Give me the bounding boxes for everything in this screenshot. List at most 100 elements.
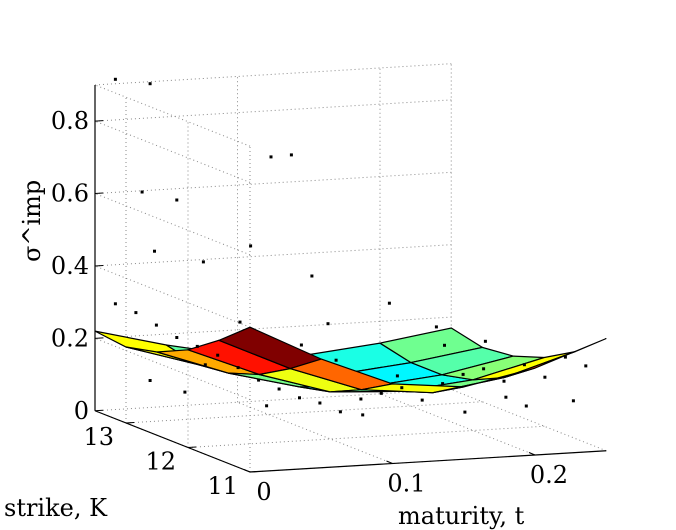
z-tick-label: 0 [74, 397, 89, 425]
x-tick-mark [386, 460, 393, 464]
data-point [326, 322, 330, 326]
data-point [249, 244, 253, 248]
data-point [113, 302, 117, 306]
data-point [338, 410, 342, 414]
data-point [522, 363, 526, 367]
z-tick-mark [94, 337, 104, 339]
data-point [584, 364, 588, 368]
z-axis-label-text: σ^imp [18, 180, 46, 262]
y-tick-mark [249, 471, 259, 473]
data-point [387, 301, 391, 305]
grid-line [187, 425, 545, 448]
data-point [203, 363, 207, 367]
data-point [289, 153, 293, 157]
data-point [524, 404, 528, 408]
x-axis-label: maturity, t [398, 502, 525, 530]
z-tick-mark [94, 120, 104, 122]
data-point [277, 387, 281, 391]
grid-line [94, 99, 452, 122]
data-point [359, 397, 363, 401]
x-tick-label: 0 [256, 478, 271, 506]
z-tick-label: 0.6 [51, 180, 89, 208]
y-tick-label: 12 [145, 448, 176, 476]
market-data-points [113, 77, 588, 417]
data-point [318, 401, 322, 405]
x-axis-label-text: maturity, t [398, 502, 525, 530]
data-point [563, 355, 567, 359]
data-point [299, 343, 303, 347]
grid-line [94, 120, 251, 183]
y-tick-label: 11 [207, 472, 238, 500]
data-point [443, 343, 446, 347]
data-point [310, 274, 314, 278]
axes-grid [94, 63, 607, 473]
z-axis-label: σ^imp [18, 180, 46, 262]
data-point [400, 386, 404, 390]
z-tick-mark [94, 192, 104, 195]
data-point [334, 358, 338, 362]
x-tick-label: 0.1 [387, 470, 425, 498]
data-point [216, 353, 220, 357]
data-point [154, 323, 158, 327]
data-point [148, 379, 152, 382]
data-point [461, 372, 465, 376]
x-tick-mark [528, 452, 536, 456]
data-point [265, 404, 269, 408]
grid-line [451, 389, 607, 452]
data-point [379, 391, 383, 395]
z-tick-mark [94, 264, 104, 267]
surface-patch [503, 337, 607, 379]
grid-line [94, 244, 452, 267]
volatility-surface [94, 326, 607, 394]
data-point [236, 366, 240, 370]
data-point [502, 379, 506, 383]
data-point [238, 320, 242, 324]
z-tick-label: 0.2 [51, 324, 89, 352]
data-point [361, 413, 365, 417]
z-tick-label: 0.4 [51, 252, 89, 280]
data-point [257, 378, 261, 382]
data-point [134, 311, 138, 315]
y-axis-label: strike, K [4, 494, 108, 522]
data-point [483, 339, 487, 343]
data-point [201, 260, 205, 264]
data-point [175, 336, 179, 339]
data-point [441, 382, 445, 386]
y-tick-label: 13 [83, 423, 114, 451]
grid-line [237, 401, 393, 464]
x-axis-line [249, 450, 607, 473]
grid-line [125, 401, 483, 424]
data-point [298, 396, 301, 400]
grid-line [94, 171, 452, 195]
data-point [113, 77, 117, 81]
z-tick-mark [94, 409, 104, 412]
data-point [571, 399, 575, 403]
data-point [195, 344, 199, 348]
axes-lines [94, 84, 607, 473]
data-point [543, 375, 547, 379]
x-tick-mark [243, 469, 251, 473]
data-point [183, 390, 187, 394]
grid-line [94, 193, 251, 256]
data-point [269, 155, 273, 159]
y-tick-mark [125, 422, 135, 424]
data-point [463, 410, 467, 414]
grid-line [94, 63, 452, 86]
data-point [153, 249, 156, 253]
x-tick-label: 0.2 [530, 461, 568, 489]
data-point [140, 190, 144, 194]
data-point [148, 82, 152, 86]
data-point [482, 367, 486, 371]
grid-line [94, 389, 452, 412]
z-tick-label: 0.8 [51, 107, 89, 135]
data-point [395, 374, 399, 378]
data-point [175, 198, 179, 202]
data-point [434, 325, 438, 329]
grid-line [94, 265, 251, 328]
grid-line [94, 84, 251, 147]
y-tick-mark [187, 446, 197, 448]
y-axis-label-text: strike, K [4, 494, 108, 522]
